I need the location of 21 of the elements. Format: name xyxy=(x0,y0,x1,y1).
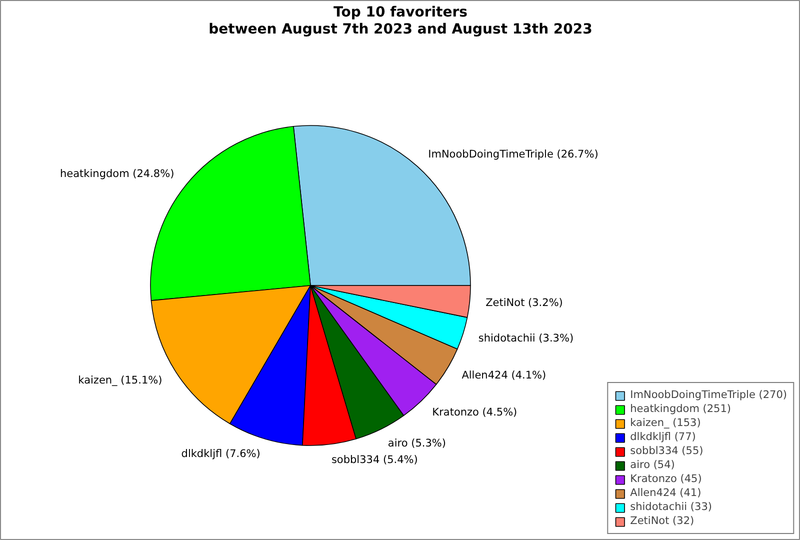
legend-label: Allen424 (41) xyxy=(630,487,702,499)
legend-label: ZetiNot (32) xyxy=(630,515,694,527)
data-label: ImNoobDoingTimeTriple (26.7%) xyxy=(428,148,598,161)
data-label: heatkingdom (24.8%) xyxy=(60,168,174,180)
data-label: shidotachii (3.3%) xyxy=(478,332,574,344)
data-label: dlkdkljfl (7.6%) xyxy=(181,448,260,460)
legend-label: dlkdkljfl (77) xyxy=(630,431,696,443)
legend-label: sobbl334 (55) xyxy=(630,445,704,457)
chart-title: Top 10 favoriters between August 7th 2023 and August 13th 2023 xyxy=(208,4,592,38)
legend-label: airo (54) xyxy=(630,459,675,471)
data-label: airo (5.3%) xyxy=(388,438,446,450)
data-label: Allen424 (4.1%) xyxy=(462,370,546,382)
data-label: Kratonzo (4.5%) xyxy=(432,406,518,419)
legend-label: kaizen_ (153) xyxy=(630,417,701,429)
legend-label: heatkingdom (251) xyxy=(630,403,732,415)
legend-label: ImNoobDoingTimeTriple (270) xyxy=(630,389,787,401)
legend-label: shidotachii (33) xyxy=(630,501,712,513)
data-label: sobbl334 (5.4%) xyxy=(331,454,418,466)
data-label: ZetiNot (3.2%) xyxy=(486,297,563,310)
legend-label: Kratonzo (45) xyxy=(630,473,702,485)
data-label: kaizen_ (15.1%) xyxy=(78,374,162,386)
